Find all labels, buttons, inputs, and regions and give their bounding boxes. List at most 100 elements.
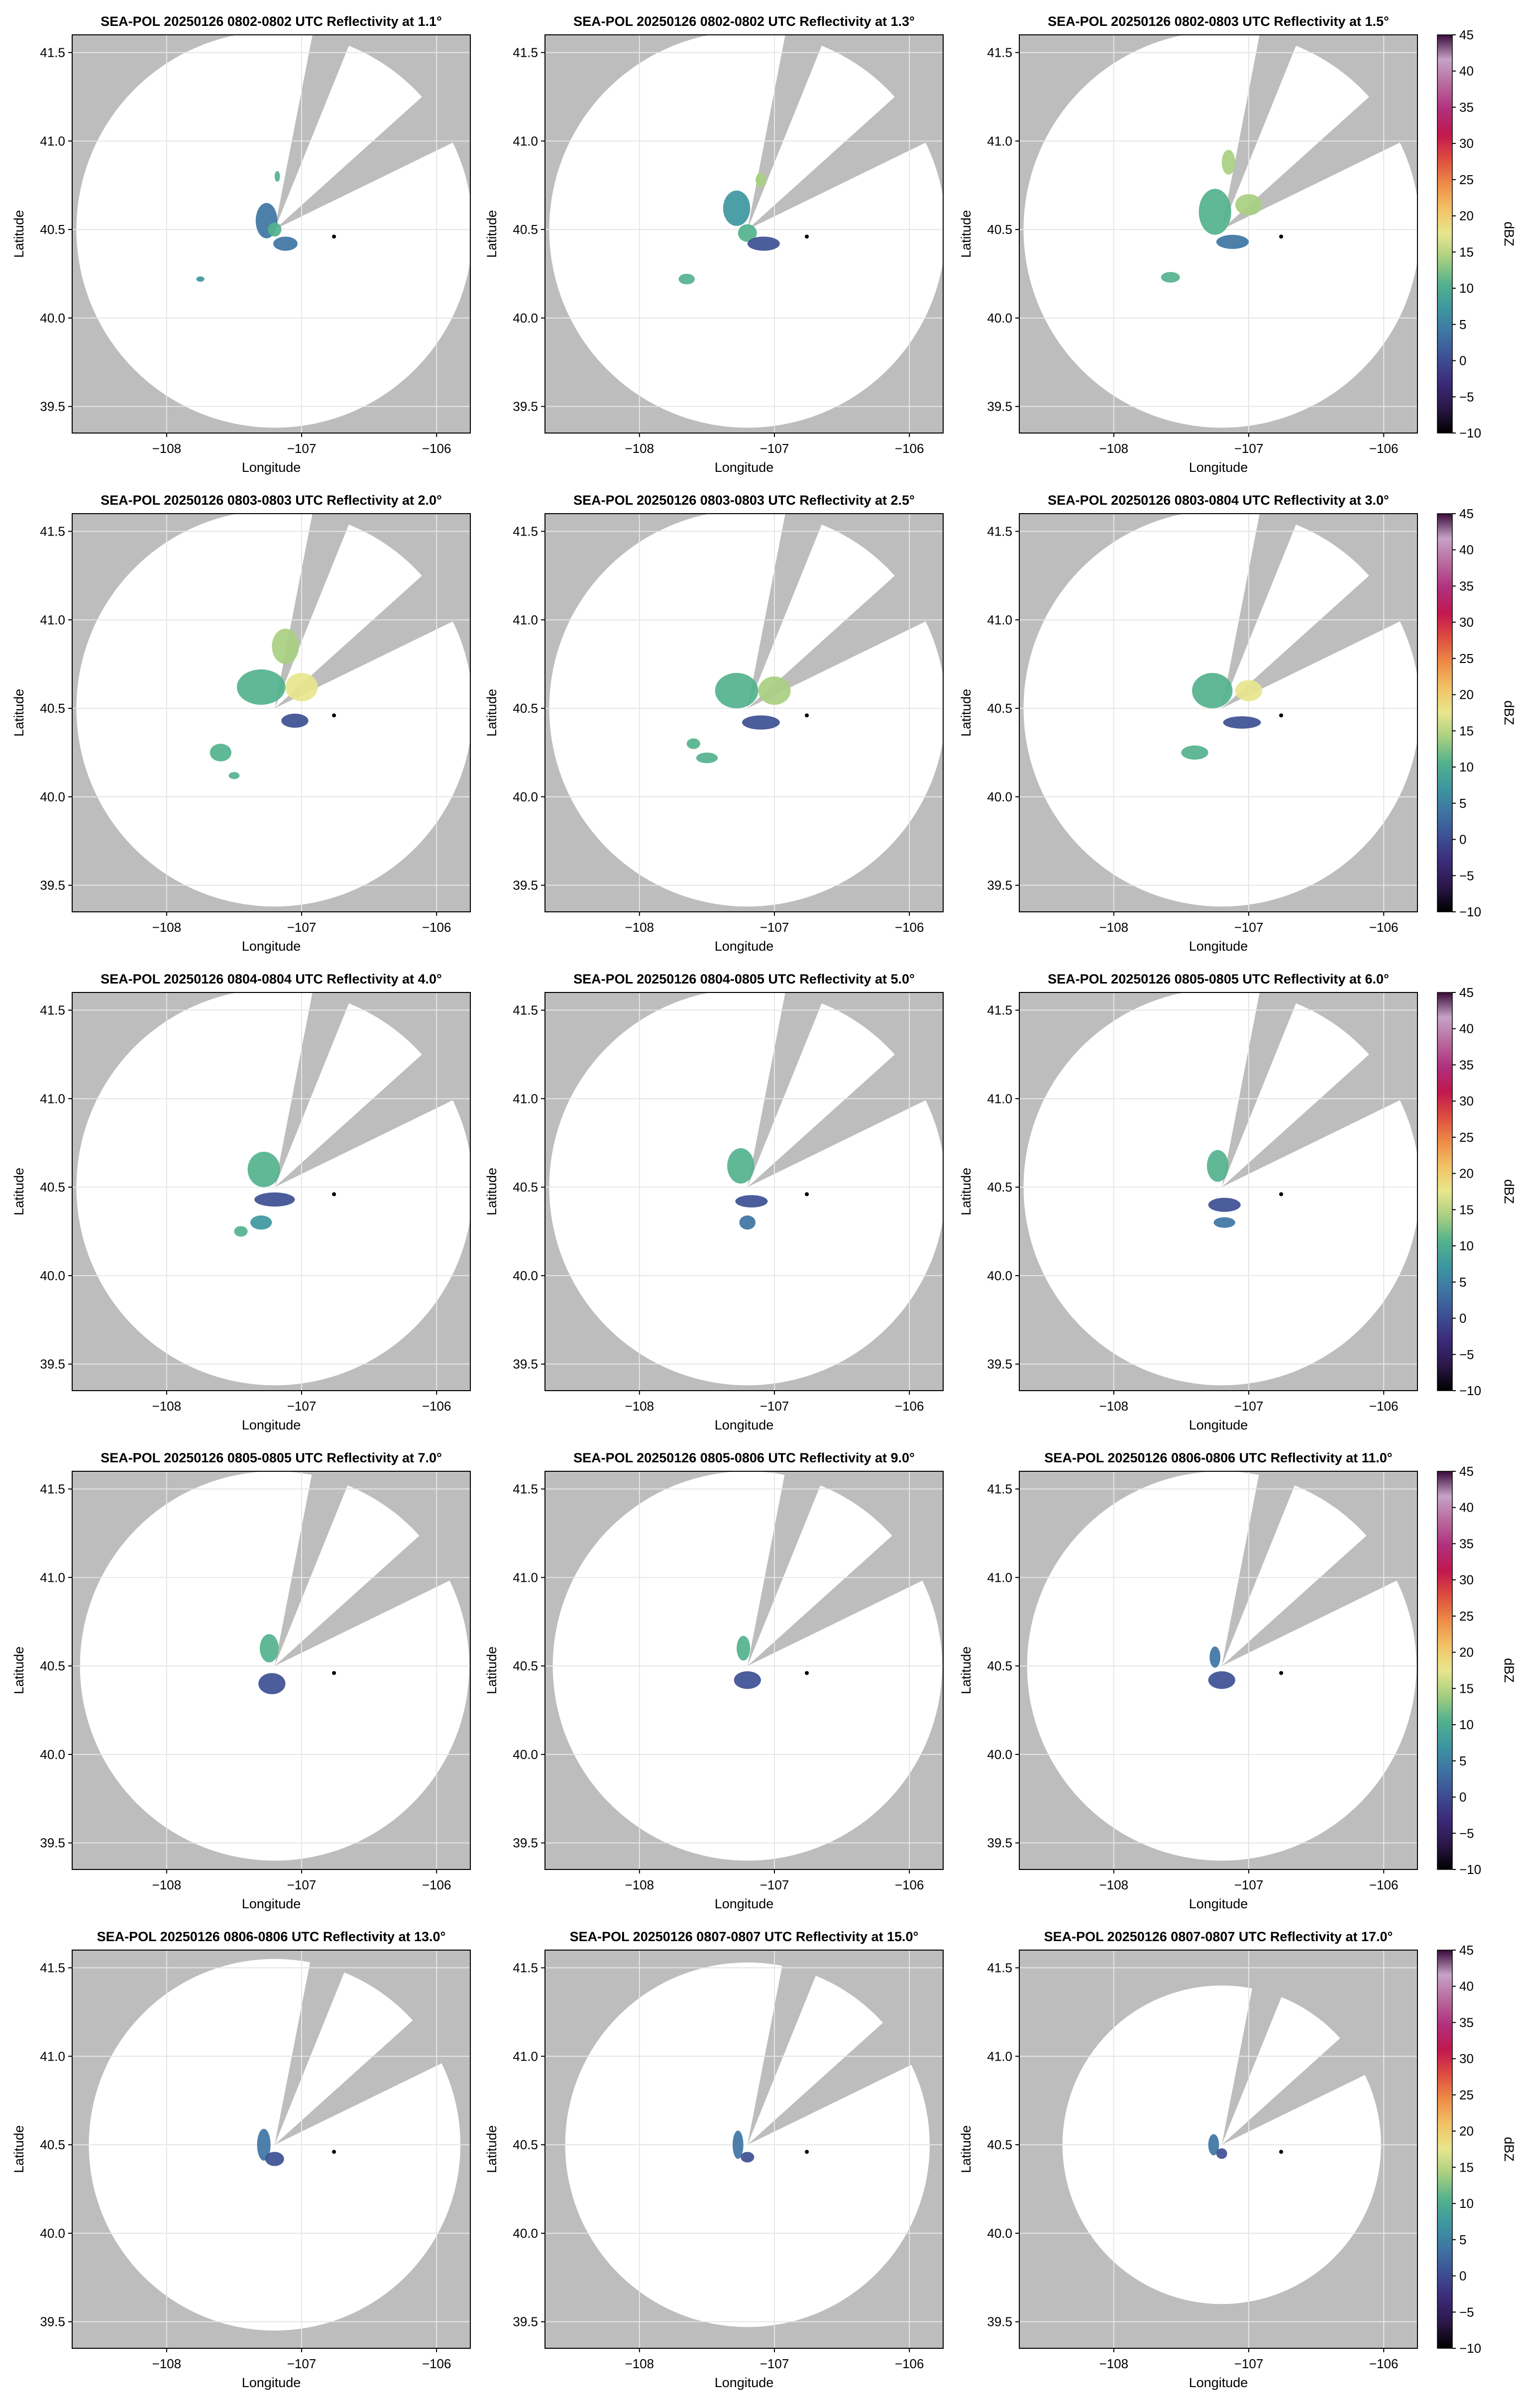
y-tick-label: 40.5 [987,2137,1012,2152]
colorbar-tick-label: 0 [1459,1311,1466,1326]
reflectivity-echo [1206,1150,1229,1182]
reflectivity-echo [1208,1198,1241,1212]
y-tick-label: 39.5 [40,2314,65,2329]
x-tick-label: −106 [1369,920,1399,935]
colorbar-tick-label: −5 [1459,868,1474,883]
panel-title: SEA-POL 20250126 0807-0807 UTC Reflectiv… [570,1929,919,1944]
y-tick-label: 40.0 [987,311,1012,326]
blocked-sector [747,1471,824,1666]
y-axis-label: Latitude [11,1168,26,1215]
colorbar-tick-label: 35 [1459,1057,1474,1072]
x-tick-label: −106 [895,1399,924,1414]
y-tick-label: 40.5 [513,2137,538,2152]
reflectivity-echo [1209,1646,1221,1668]
site-marker [805,713,809,718]
x-axis-label: Longitude [715,1896,774,1911]
colorbar-tick-label: 35 [1459,578,1474,593]
colorbar-tick-label: −10 [1459,426,1481,440]
colorbar-tick-label: 20 [1459,209,1474,223]
plot-area [545,1471,943,1869]
colorbar-tick-label: 20 [1459,1166,1474,1181]
x-tick-label: −106 [1369,1877,1399,1892]
radar-panel: SEA-POL 20250126 0803-0803 UTC Reflectiv… [11,493,471,954]
reflectivity-echo [1161,272,1180,283]
blocked-sector [1221,90,1409,230]
colorbar-tick-label: 20 [1459,2124,1474,2139]
reflectivity-echo [250,1215,272,1230]
colorbar-gradient [1437,1471,1453,1870]
colorbar-label: dBZ [1502,1658,1517,1683]
x-tick-label: −108 [625,920,654,935]
colorbar-tick-label: 15 [1459,1681,1474,1696]
colorbar-tick-label: 10 [1459,2196,1474,2211]
x-tick-label: −108 [625,1877,654,1892]
x-axis-label: Longitude [242,1418,301,1432]
colorbar-tick-label: 15 [1459,723,1474,738]
y-tick-label: 41.0 [40,2049,65,2064]
plot-area [1019,1950,1417,2348]
colorbar-tick-label: −10 [1459,2341,1481,2356]
y-tick-label: 41.5 [40,1003,65,1018]
colorbar-tick-label: −5 [1459,1826,1474,1841]
colorbar-tick-label: 10 [1459,1717,1474,1732]
x-axis-label: Longitude [1189,1896,1248,1911]
blocked-sector [1221,514,1300,709]
panel-title: SEA-POL 20250126 0802-0803 UTC Reflectiv… [1048,14,1389,29]
colorbar-tick-label: 25 [1459,1130,1474,1145]
x-tick-label: −108 [625,441,654,456]
reflectivity-echo [1198,189,1231,235]
colorbar-label: dBZ [1502,221,1517,246]
axes-frame [72,1950,471,2349]
y-tick-label: 41.5 [513,1003,538,1018]
colorbar-tick-label: −10 [1459,1862,1481,1877]
colorbar-tick-label: 0 [1459,832,1466,847]
reflectivity-echo [1221,150,1235,175]
colorbar-tick-label: 30 [1459,136,1474,151]
x-axis-label: Longitude [242,2375,301,2390]
radar-coverage [549,992,943,1386]
radar-coverage [1023,514,1417,907]
y-tick-label: 41.0 [987,2049,1012,2064]
x-tick-label: −106 [1369,441,1399,456]
reflectivity-echo [265,2152,284,2166]
x-tick-label: −106 [422,1877,451,1892]
colorbar-tick-label: 40 [1459,543,1474,557]
x-axis-label: Longitude [242,1896,301,1911]
x-axis-label: Longitude [1189,2375,1248,2390]
axes-frame [1019,513,1418,912]
plot-area [72,1950,470,2348]
reflectivity-echo [1181,745,1208,760]
y-tick-label: 41.5 [513,45,538,60]
colorbar-tick-label: 25 [1459,651,1474,666]
y-tick-label: 41.5 [40,1961,65,1975]
axes-frame [72,34,471,434]
reflectivity-echo [739,1215,756,1230]
x-tick-label: −108 [152,1399,182,1414]
panel-title: SEA-POL 20250126 0802-0802 UTC Reflectiv… [101,14,442,29]
y-tick-label: 39.5 [40,878,65,893]
blocked-sector [1221,1471,1299,1666]
site-marker [805,1671,809,1675]
colorbar-tick-label: 5 [1459,796,1466,811]
x-tick-label: −106 [895,2356,924,2371]
y-tick-label: 40.5 [40,701,65,716]
plot-area [72,35,470,433]
radar-panel: SEA-POL 20250126 0805-0805 UTC Reflectiv… [959,972,1517,1432]
x-tick-label: −107 [760,1877,789,1892]
reflectivity-echo [715,673,758,709]
reflectivity-echo [234,1226,248,1237]
y-tick-label: 41.0 [987,1091,1012,1106]
reflectivity-echo [1208,1671,1235,1689]
reflectivity-echo [268,222,282,237]
x-tick-label: −108 [1099,441,1129,456]
radar-panel: SEA-POL 20250126 0806-0806 UTC Reflectiv… [11,1929,471,2390]
y-tick-label: 40.5 [40,1180,65,1195]
radar-panel: SEA-POL 20250126 0802-0802 UTC Reflectiv… [484,14,944,475]
y-tick-label: 40.5 [40,2137,65,2152]
y-tick-label: 41.0 [513,1570,538,1585]
y-tick-label: 39.5 [40,399,65,414]
colorbar-tick-label: −5 [1459,2304,1474,2319]
y-tick-label: 39.5 [513,2314,538,2329]
colorbar-tick-label: 5 [1459,1753,1466,1768]
reflectivity-echo [272,629,299,664]
